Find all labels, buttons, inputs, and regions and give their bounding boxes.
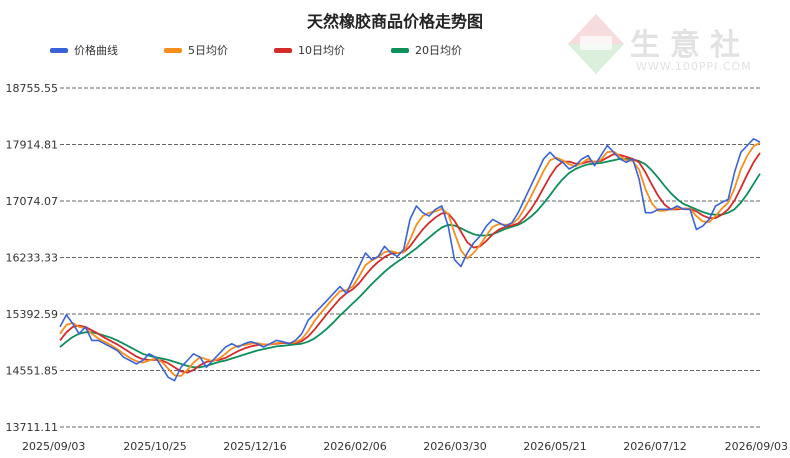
legend-label-ma5: 5日均价 [188,44,228,57]
y-tick-label: 18755.55 [6,82,59,95]
legend-swatch-ma20 [391,47,409,53]
legend-item-ma20[interactable]: 20日均价 [391,42,462,58]
x-tick-label: 2026/09/03 [725,440,788,453]
watermark: 生意社 WWW.100PPI.COM [554,8,754,78]
x-tick-label: 2026/05/21 [523,440,586,453]
legend-label-price: 价格曲线 [74,44,118,57]
series-line-price[interactable] [59,138,761,382]
x-tick-label: 2025/09/03 [22,440,85,453]
y-tick-label: 15392.59 [6,308,59,321]
x-tick-label: 2025/10/25 [123,440,186,453]
x-axis: 2025/09/03 2025/10/25 2025/12/16 2026/02/06… [22,440,788,453]
legend-swatch-ma5 [164,47,182,53]
y-tick-label: 13711.11 [6,421,59,434]
legend-item-ma5[interactable]: 5日均价 [164,42,228,58]
series-line-ma10[interactable] [59,152,761,374]
series-line-ma20[interactable] [59,157,761,369]
y-tick-label: 16233.33 [6,252,59,265]
legend-item-price[interactable]: 价格曲线 [50,42,118,58]
legend-swatch-ma10 [274,47,292,53]
legend-label-ma10: 10日均价 [298,44,345,57]
legend: 价格曲线 5日均价 10日均价 20日均价 [50,42,508,58]
y-tick-label: 14551.85 [6,365,59,378]
watermark-text: 生意社 [630,28,750,63]
watermark-url: WWW.100PPI.COM [636,60,752,73]
x-tick-label: 2026/02/06 [323,440,386,453]
legend-label-ma20: 20日均价 [415,44,462,57]
legend-item-ma10[interactable]: 10日均价 [274,42,345,58]
y-tick-label: 17074.07 [6,195,59,208]
x-tick-label: 2026/03/30 [423,440,486,453]
y-axis: 13711.11 14551.85 15392.59 16233.33 17074.07… [6,82,59,434]
x-tick-label: 2025/12/16 [223,440,286,453]
grid-lines [60,87,760,428]
watermark-logo-icon [568,14,624,74]
series-lines [59,138,761,382]
legend-swatch-price [50,47,68,53]
y-tick-label: 17914.81 [6,139,59,152]
x-tick-label: 2026/07/12 [623,440,686,453]
chart-title: 天然橡胶商品价格走势图 [306,12,483,31]
series-line-ma5[interactable] [59,142,761,377]
